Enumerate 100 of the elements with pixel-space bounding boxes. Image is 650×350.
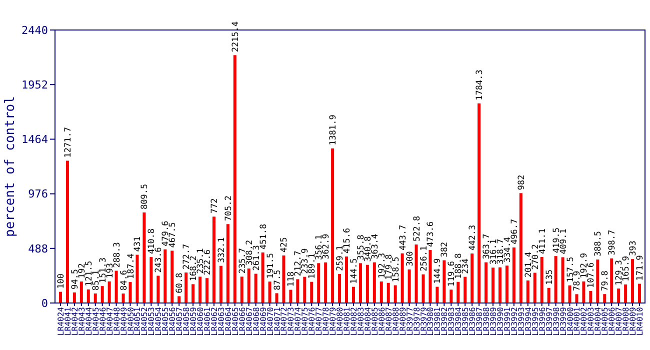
data-label: 442.3 [468, 224, 478, 251]
data-label: 431 [133, 236, 144, 252]
x-tick-label: LR3989 [489, 306, 498, 336]
bar [422, 274, 425, 303]
x-tick-label: LR3987 [475, 306, 484, 336]
bar [638, 284, 642, 303]
data-label: 2215.4 [230, 21, 241, 52]
bar [436, 286, 439, 303]
data-label: 135 [544, 270, 555, 285]
bar [470, 254, 474, 303]
x-tick-label: LR4067 [244, 306, 254, 336]
bar [240, 276, 244, 303]
x-tick-label: LR4086 [377, 306, 386, 336]
data-label: 171.9 [636, 255, 646, 281]
bar [386, 282, 390, 303]
bar [380, 281, 383, 303]
x-tick-label: LR3991 [502, 306, 512, 336]
bar [128, 282, 132, 303]
data-label: 425 [280, 237, 290, 252]
bar [80, 282, 83, 303]
bar [519, 193, 522, 303]
bar [450, 290, 453, 303]
x-tick-label: LR3980 [426, 306, 436, 336]
data-label: 332.1 [216, 237, 227, 263]
bar [596, 260, 600, 303]
bar [156, 276, 160, 303]
x-tick-label: LR4062 [210, 306, 219, 336]
x-tick-label: LR4069 [258, 306, 268, 336]
bar [610, 258, 614, 303]
bar [136, 254, 139, 303]
x-tick-label: LR4080 [336, 306, 345, 336]
bar [205, 278, 208, 303]
data-label: 705.2 [224, 196, 234, 222]
bar [219, 266, 222, 303]
data-label: 144.5 [349, 258, 360, 284]
bar [247, 268, 250, 303]
x-tick-label: LR3992 [510, 306, 519, 336]
data-label: 1271.7 [63, 126, 74, 158]
bar [358, 263, 362, 303]
x-tick-label: LR4058 [182, 306, 192, 336]
data-label: 256.1 [419, 246, 430, 272]
x-tick-label: LR4024 [56, 306, 66, 336]
bar [289, 290, 292, 303]
bar [170, 250, 174, 303]
x-tick-label: LR4068 [252, 306, 261, 336]
x-tick-label: LR3998 [552, 306, 561, 336]
bar [310, 282, 314, 303]
data-label: 398.7 [608, 230, 618, 256]
data-label: 522.8 [412, 216, 422, 242]
x-tick-label: LR4077 [314, 306, 324, 336]
bar [366, 264, 369, 303]
x-tick-label: LR4065 [230, 306, 240, 336]
bar [226, 224, 230, 303]
bar [296, 279, 300, 303]
bar [275, 293, 278, 303]
bar [233, 55, 236, 303]
data-label: 158.5 [391, 256, 402, 282]
data-label: 772 [210, 198, 220, 214]
bar [394, 285, 397, 303]
bar [164, 249, 167, 303]
x-tick-label: LR4084 [363, 306, 372, 336]
bar [268, 282, 272, 303]
bar [631, 259, 634, 303]
bar [603, 294, 606, 303]
x-tick-label: LR4055 [161, 306, 170, 336]
bar [192, 284, 195, 303]
x-tick-label: LR4053 [147, 306, 156, 336]
data-label: 411.1 [538, 228, 548, 254]
bar [512, 247, 516, 303]
x-tick-label: LR4083 [356, 306, 366, 336]
x-tick-label: LR4049 [119, 306, 128, 336]
x-tick-label: LR4075 [300, 306, 310, 336]
x-tick-label: LR4047 [105, 306, 114, 336]
x-tick-label: LR4002 [580, 306, 589, 336]
x-tick-label: LR3990 [496, 306, 505, 336]
x-tick-label: LR4001 [572, 306, 582, 336]
x-tick-label: LR3978 [412, 306, 422, 336]
y-tick-label: 1952 [22, 78, 48, 92]
data-label: 409.1 [558, 228, 569, 254]
x-tick-label: LR3986 [468, 306, 478, 336]
x-tick-label: LR4057 [175, 306, 184, 336]
bar [114, 270, 118, 303]
data-label: 809.5 [140, 184, 150, 210]
x-tick-label: LR4073 [286, 306, 296, 336]
x-tick-label: LR4060 [196, 306, 206, 336]
bar [282, 255, 286, 303]
y-tick-label: 1464 [22, 133, 48, 146]
x-tick-label: LR4008 [622, 306, 631, 336]
bar [582, 281, 586, 303]
bar [150, 257, 153, 303]
bar [108, 281, 111, 303]
x-tick-label: LR3993 [516, 306, 526, 336]
x-tick-label: LR4070 [266, 306, 275, 336]
bar [492, 268, 495, 303]
x-tick-label: LR3999 [558, 306, 568, 336]
bar [400, 253, 404, 303]
x-tick-label: LR4089 [398, 306, 408, 336]
bar [94, 293, 97, 303]
data-label: 60.8 [175, 272, 186, 294]
bar [338, 274, 342, 303]
